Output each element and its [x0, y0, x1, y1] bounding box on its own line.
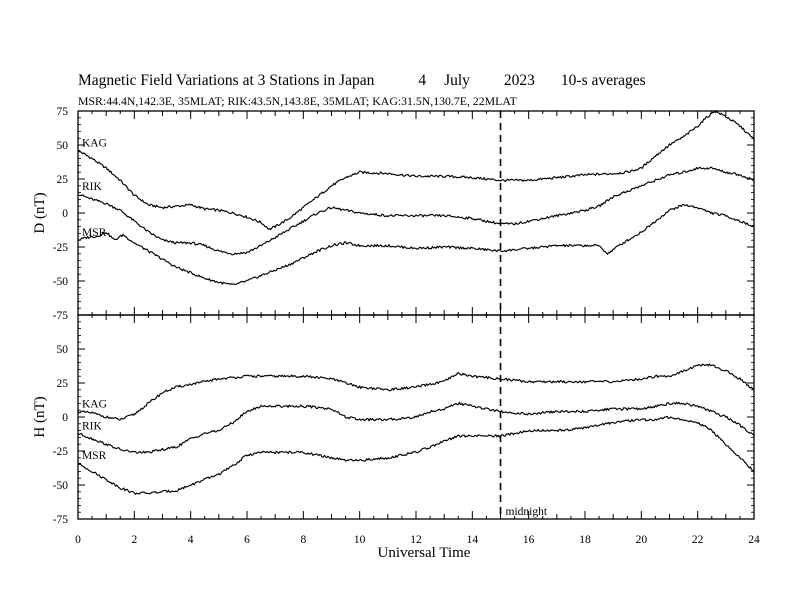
- bottom-panel-y-axis-title: H (nT): [32, 396, 48, 437]
- y-tick-label: 0: [62, 208, 68, 220]
- series-label-rik: RIK: [82, 181, 103, 193]
- series-label-msr: MSR: [82, 450, 107, 462]
- x-tick-label: 4: [188, 534, 194, 546]
- series-label-kag: KAG: [82, 137, 107, 149]
- x-tick-label: 12: [410, 534, 422, 546]
- y-tick-label: 0: [62, 412, 68, 424]
- y-tick-label: 75: [57, 106, 69, 118]
- title-day: 4: [418, 72, 427, 89]
- series-line-kag: [77, 110, 755, 231]
- y-tick-label: -75: [53, 514, 69, 526]
- top-panel-frame: [77, 110, 755, 316]
- series-line-kag: [77, 363, 755, 421]
- y-tick-label: -25: [53, 242, 69, 254]
- series-label-kag: KAG: [82, 399, 107, 411]
- series-label-msr: MSR: [82, 227, 107, 239]
- x-tick-label: 8: [300, 534, 306, 546]
- series-line-msr: [77, 203, 755, 285]
- series-label-rik: RIK: [82, 420, 103, 432]
- y-tick-label: 50: [57, 140, 69, 152]
- x-tick-label: 22: [692, 534, 704, 546]
- y-tick-label: -50: [53, 276, 69, 288]
- x-tick-label: 6: [244, 534, 250, 546]
- x-tick-label: 20: [636, 534, 648, 546]
- x-tick-label: 2: [131, 534, 137, 546]
- x-tick-label: 14: [467, 534, 479, 546]
- y-tick-label: -25: [53, 446, 69, 458]
- series-line-msr: [77, 415, 755, 495]
- title-text: Magnetic Field Variations at 3 Stations …: [78, 72, 375, 89]
- series-line-rik: [77, 166, 755, 256]
- x-axis-title: Universal Time: [378, 545, 471, 561]
- x-tick-label: 0: [75, 534, 81, 546]
- y-tick-label: -75: [53, 310, 69, 322]
- title-year: 2023: [503, 72, 535, 89]
- y-tick-label: 25: [57, 174, 69, 186]
- title-month: July: [444, 72, 470, 89]
- y-tick-label: 50: [57, 344, 69, 356]
- series-line-rik: [77, 401, 755, 454]
- x-tick-label: 24: [748, 534, 760, 546]
- y-tick-label: 25: [57, 378, 69, 390]
- stations-subtitle: MSR:44.4N,142.3E, 35MLAT; RIK:43.5N,143.…: [78, 94, 517, 108]
- top-panel: 75 50 25 0 -25 -50 -75 D (nT) KAG RIK MSR: [32, 106, 755, 322]
- midnight-label: midnight: [506, 506, 548, 518]
- title-averaging: 10-s averages: [560, 72, 646, 89]
- x-tick-label: 10: [354, 534, 366, 546]
- top-panel-y-axis-title: D (nT): [32, 192, 48, 233]
- y-tick-label: -50: [53, 480, 69, 492]
- x-tick-label: 16: [523, 534, 535, 546]
- x-tick-label: 18: [579, 534, 591, 546]
- chart-title: Magnetic Field Variations at 3 Stations …: [78, 72, 646, 90]
